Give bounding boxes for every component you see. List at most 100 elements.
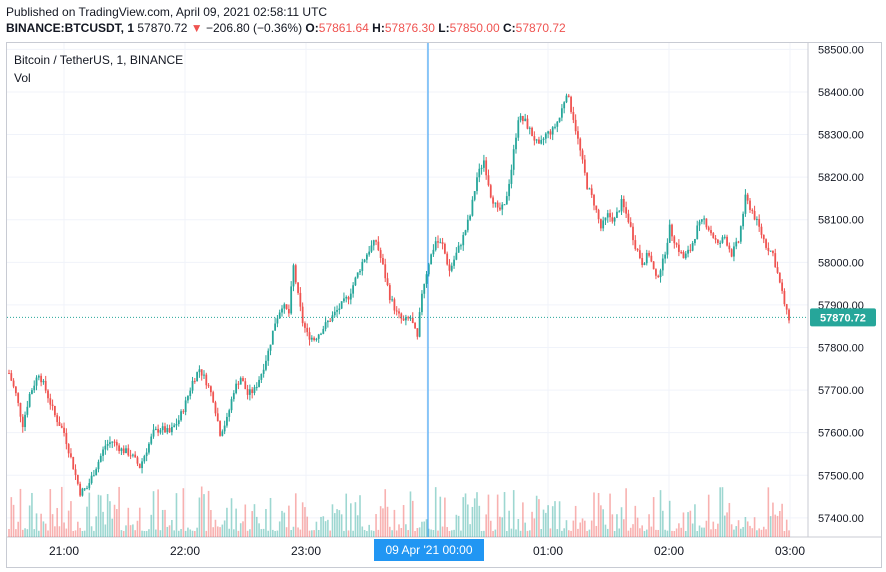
volume-bar — [590, 520, 593, 537]
volume-bar — [574, 505, 577, 537]
volume-bar — [600, 505, 602, 537]
candle-body — [710, 230, 712, 234]
volume-bar — [606, 528, 609, 537]
candle-body — [625, 207, 628, 214]
volume-bar — [54, 526, 56, 537]
volume-bar — [138, 507, 141, 537]
volume-bar — [51, 514, 54, 537]
volume-bar — [129, 525, 132, 537]
candle-body — [313, 337, 316, 341]
volume-bar — [58, 526, 61, 537]
candle-body — [661, 258, 664, 271]
candle-body — [560, 108, 563, 118]
volume-bar — [528, 530, 531, 537]
volume-bar — [508, 510, 510, 537]
candle-body — [111, 441, 114, 443]
volume-bar — [776, 515, 779, 537]
volume-bar — [24, 528, 26, 537]
volume-bar — [467, 504, 469, 537]
volume-bar — [471, 506, 474, 537]
candle-body — [434, 241, 437, 250]
volume-bar — [694, 504, 696, 537]
volume-bar — [464, 493, 467, 537]
volume-bar — [675, 528, 678, 537]
volume-bar — [554, 501, 556, 537]
chart-frame[interactable] — [6, 42, 882, 568]
candle-body — [278, 312, 281, 319]
candle-body — [184, 400, 187, 412]
volume-bar — [545, 512, 547, 537]
volume-bar — [772, 502, 774, 537]
volume-bar — [588, 529, 591, 537]
candle-body — [778, 272, 781, 283]
candle-body — [563, 102, 566, 109]
candle-body — [476, 177, 478, 192]
candle-body — [588, 188, 591, 190]
candle-body — [170, 426, 173, 433]
candle-body — [687, 249, 689, 254]
candle-body — [287, 309, 290, 314]
candle-body — [599, 219, 602, 229]
candle-body — [618, 211, 621, 213]
candle-body — [655, 269, 657, 276]
close-label: C: — [502, 21, 516, 35]
volume-bar — [306, 516, 309, 537]
volume-bar — [171, 519, 173, 537]
candle-body — [187, 396, 189, 401]
volume-bar — [749, 525, 751, 537]
candle-body — [228, 410, 231, 417]
candle-body — [505, 196, 508, 205]
volume-bar — [650, 526, 653, 537]
candle-body — [375, 240, 377, 242]
candle-body — [134, 454, 137, 458]
volume-bar — [703, 527, 705, 537]
candle-body — [120, 448, 123, 452]
candle-body — [772, 250, 774, 254]
volume-bar — [212, 527, 214, 537]
volume-bar — [469, 524, 471, 537]
volume-bar — [501, 517, 504, 537]
candle-body — [370, 245, 373, 252]
volume-bar — [515, 529, 517, 537]
candle-body — [521, 115, 524, 121]
volume-bar — [168, 525, 171, 537]
candle-body — [216, 413, 219, 422]
volume-bar — [613, 530, 616, 537]
candle-body — [175, 424, 178, 426]
volume-bar — [184, 530, 187, 537]
volume-bar — [597, 492, 600, 537]
volume-bar — [329, 530, 331, 537]
candle-body — [269, 344, 272, 351]
candle-body — [97, 461, 100, 470]
candle-body — [230, 399, 233, 411]
candle-body — [379, 250, 382, 258]
volume-bar — [551, 506, 554, 537]
candle-body — [148, 443, 150, 453]
candle-body — [118, 445, 121, 452]
candle-body — [258, 379, 260, 387]
candle-body — [363, 259, 366, 262]
candle-body — [609, 213, 611, 218]
candle-body — [207, 385, 210, 387]
candle-body — [558, 117, 561, 122]
volume-bar — [175, 493, 178, 537]
candle-body — [113, 441, 116, 443]
candle-body — [65, 432, 68, 445]
candle-body — [386, 278, 389, 286]
volume-bar — [8, 528, 10, 537]
candle-body — [310, 337, 313, 340]
volume-bar — [710, 529, 712, 537]
volume-bar — [483, 530, 485, 537]
candle-body — [265, 360, 267, 370]
close-value: 57870.72 — [515, 21, 566, 35]
candle-body — [377, 241, 380, 251]
candle-body — [652, 261, 655, 270]
candle-body — [783, 290, 786, 305]
open-value: 57861.64 — [318, 21, 369, 35]
volume-bar — [70, 501, 72, 537]
candle-body — [285, 304, 288, 310]
candle-body — [524, 118, 527, 121]
volume-bar — [758, 528, 760, 537]
y-tick-label: 58100.00 — [818, 215, 864, 227]
